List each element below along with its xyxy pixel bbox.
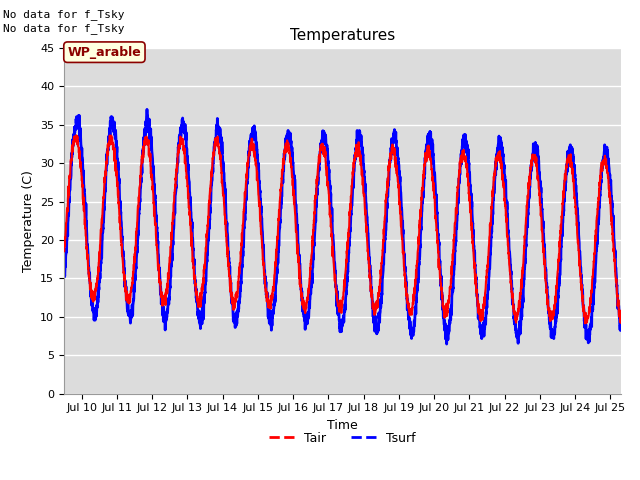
Text: No data for f_Tsky: No data for f_Tsky [3, 9, 125, 20]
Text: WP_arable: WP_arable [68, 46, 141, 59]
Text: No data for f_Tsky: No data for f_Tsky [3, 23, 125, 34]
Legend: Tair, Tsurf: Tair, Tsurf [264, 427, 420, 450]
X-axis label: Time: Time [327, 419, 358, 432]
Y-axis label: Temperature (C): Temperature (C) [22, 170, 35, 272]
Title: Temperatures: Temperatures [290, 28, 395, 43]
